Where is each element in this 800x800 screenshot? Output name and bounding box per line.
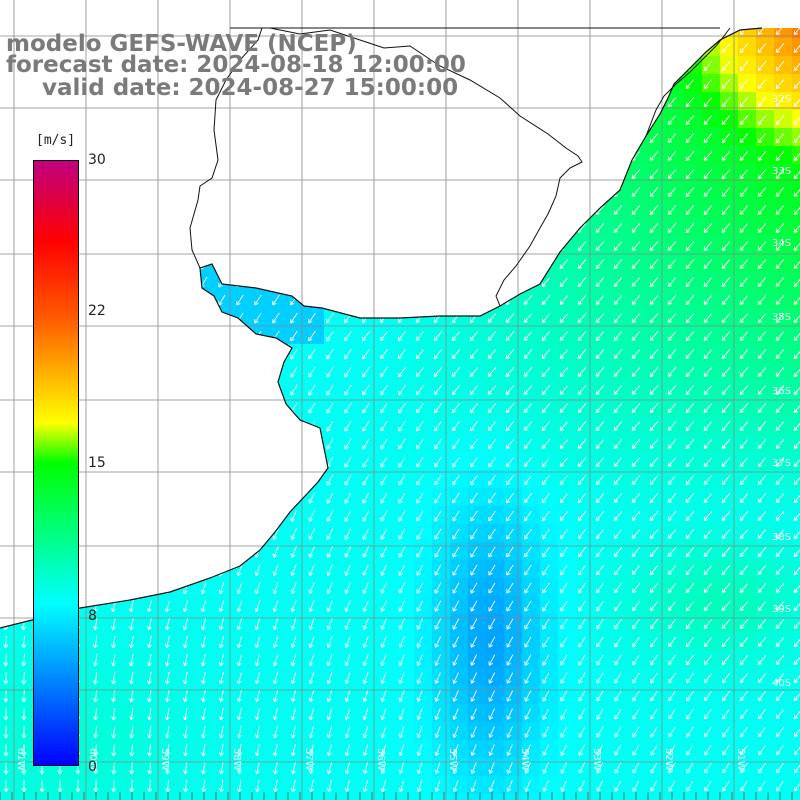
longitude-label: 61W [15, 748, 26, 771]
latitude-label: 38S [772, 532, 791, 543]
valid-date: valid date: 2024-08-27 15:00:00 [42, 75, 459, 101]
longitude-label: 55W [447, 748, 458, 771]
coastline [0, 27, 763, 629]
colorbar-unit-label: [m/s] [34, 133, 78, 148]
border-uruguay-brazil [269, 27, 583, 307]
colorbar-tick-0: 0 [88, 759, 97, 775]
latitude-label: 37S [772, 458, 791, 469]
longitude-label: 54W [519, 748, 530, 771]
latitude-label: 39S [772, 604, 791, 615]
latitude-label: 32S [772, 94, 791, 105]
colorbar-tick-22: 22 [88, 303, 106, 319]
border-uruguay [189, 27, 263, 269]
longitude-label: 52W [663, 748, 674, 771]
colorbar-tick-30: 30 [88, 152, 106, 168]
longitude-label: 57W [303, 748, 314, 771]
longitude-label: 53W [591, 748, 602, 771]
longitude-label: 56W [375, 748, 386, 771]
colorbar-tick-8: 8 [88, 608, 97, 624]
latitude-label: 33S [772, 166, 791, 177]
longitude-label: 59W [159, 748, 170, 771]
border-lagoon [645, 27, 731, 137]
model-title: modelo GEFS-WAVE (NCEP) [6, 31, 357, 57]
longitude-label: 60W [87, 748, 98, 771]
colorbar [33, 160, 79, 766]
latitude-label: 40S [772, 678, 791, 689]
latitude-label: 35S [772, 312, 791, 323]
latitude-label: 34S [772, 238, 791, 249]
longitude-label: 58W [231, 748, 242, 771]
forecast-date: forecast date: 2024-08-18 12:00:00 [6, 52, 466, 78]
colorbar-tick-15: 15 [88, 455, 106, 471]
longitude-label: 51W [735, 748, 746, 771]
latitude-label: 36S [772, 386, 791, 397]
